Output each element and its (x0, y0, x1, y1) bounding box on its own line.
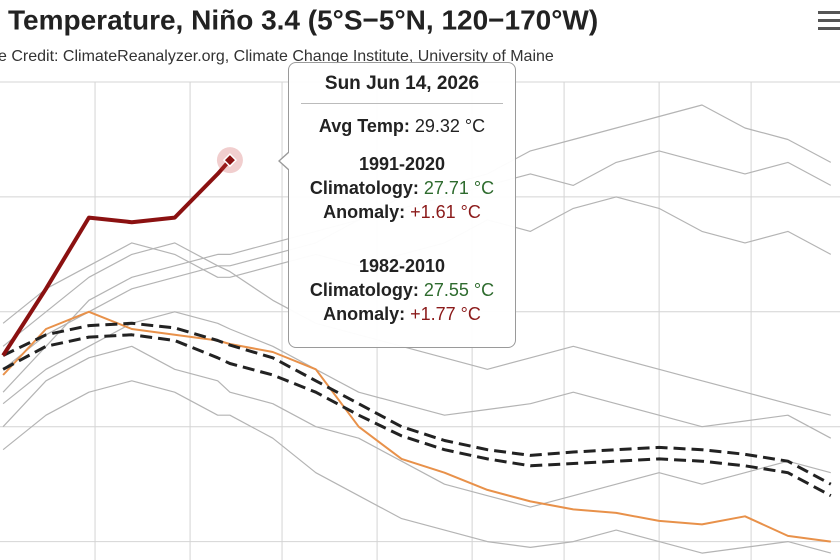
period-name: 1991-2020 (358, 154, 446, 174)
label: Climatology: (309, 178, 419, 198)
tooltip-row: Anomaly: +1.77 °C (289, 302, 515, 326)
tooltip: Sun Jun 14, 2026 Avg Temp: 29.32 °C 1991… (278, 62, 516, 348)
tooltip-arrow (280, 152, 290, 170)
value: 27.55 °C (423, 280, 495, 300)
value: 27.71 °C (423, 178, 495, 198)
value: +1.61 °C (410, 202, 481, 222)
series-line (2, 333, 832, 498)
chart-title: Temperature, Niño 3.4 (5°S−5°N, 120−170°… (8, 4, 598, 35)
series-line (1, 158, 232, 357)
series-line (2, 311, 832, 439)
period-name: 1982-2010 (358, 256, 446, 276)
tooltip-row: Climatology: 27.71 °C (289, 176, 515, 200)
menu-bar[interactable] (818, 27, 840, 30)
series-line (2, 345, 831, 508)
hover-point (222, 153, 237, 168)
menu-bar[interactable] (818, 19, 840, 22)
menu-bar[interactable] (818, 11, 840, 14)
label: Anomaly: (323, 202, 406, 222)
series-line (2, 321, 832, 486)
tooltip-date: Sun Jun 14, 2026 (301, 73, 503, 104)
chart-subtitle: e Credit: ClimateReanalyzer.org, Climate… (0, 48, 554, 65)
tooltip-row: Anomaly: +1.61 °C (289, 200, 515, 224)
label: Anomaly: (323, 304, 406, 324)
value: +1.77 °C (410, 304, 481, 324)
series-line (2, 380, 831, 554)
tooltip-row: Avg Temp: 29.32 °C (289, 114, 515, 138)
label: Climatology: (309, 280, 419, 300)
tooltip-row: Climatology: 27.55 °C (289, 278, 515, 302)
menu-icon[interactable] (818, 11, 840, 30)
value: 29.32 °C (414, 116, 486, 136)
series-line (2, 310, 831, 543)
label: Avg Temp: (318, 116, 410, 136)
